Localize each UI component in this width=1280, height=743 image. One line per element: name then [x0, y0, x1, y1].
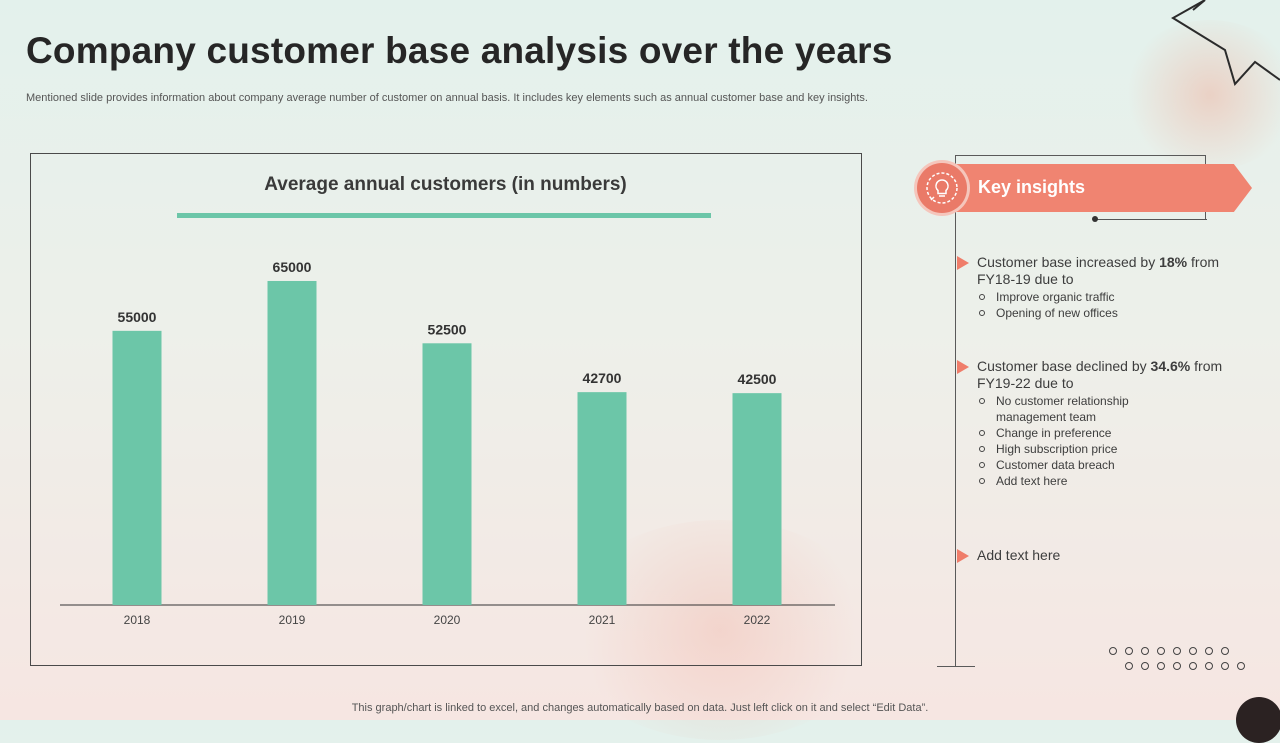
insight-text: Customer base declined by 34.6% from FY1… [977, 358, 1223, 391]
chart-title-underline [177, 213, 711, 218]
x-tick-label: 2018 [124, 613, 151, 627]
insight-text: Add text here [977, 547, 1061, 563]
bar-value-label: 42500 [738, 371, 777, 387]
panel-border-top [955, 155, 1205, 156]
x-tick-label: 2019 [279, 613, 306, 627]
decor-dot-row [1109, 647, 1229, 655]
bar-value-label: 52500 [428, 321, 467, 337]
list-item: Change in preference [977, 425, 1257, 441]
banner-corner-line [1205, 155, 1206, 165]
decor-dot-row [1125, 662, 1245, 670]
x-tick-label: 2020 [434, 613, 461, 627]
triangle-arrow-icon [957, 549, 969, 563]
list-item: Improve organic traffic [977, 289, 1257, 305]
panel-border-bottom [937, 666, 975, 667]
triangle-arrow-icon [957, 256, 969, 270]
list-item: Customer data breach [977, 457, 1257, 473]
chart-title: Average annual customers (in numbers) [264, 174, 627, 195]
bar-2020[interactable] [422, 343, 472, 605]
insight-item: Customer base declined by 34.6% from FY1… [957, 358, 1257, 489]
banner-corner-line [1205, 211, 1206, 220]
insight-text: Customer base increased by 18% from FY18… [977, 254, 1220, 287]
list-item: No customer relationship management team [977, 393, 1146, 425]
list-item: Opening of new offices [977, 305, 1257, 321]
insight-item: Add text here [957, 547, 1257, 564]
footer-note: This graph/chart is linked to excel, and… [351, 702, 929, 714]
list-item: High subscription price [977, 441, 1257, 457]
bar-value-label: 65000 [273, 259, 312, 275]
page-title: Company customer base analysis over the … [26, 30, 893, 71]
chart-frame[interactable] [30, 153, 862, 666]
panel-border-left [955, 155, 956, 667]
star-outline-icon [1171, 0, 1280, 86]
insight-bullets: Improve organic traffic Opening of new o… [977, 289, 1257, 321]
triangle-arrow-icon [957, 360, 969, 374]
banner-underline [1095, 219, 1207, 220]
bar-value-label: 55000 [118, 309, 157, 325]
x-tick-label: 2021 [589, 613, 616, 627]
bar-2022[interactable] [732, 393, 782, 605]
bar-2021[interactable] [577, 392, 627, 605]
bar-value-label: 42700 [583, 370, 622, 386]
bar-2019[interactable] [267, 280, 317, 605]
insight-bullets: No customer relationship management team… [977, 393, 1257, 489]
page-subtitle: Mentioned slide provides information abo… [26, 92, 868, 104]
bar-chart[interactable]: 55000 2018 65000 2019 52500 2020 42700 2021 4250… [0, 0, 1280, 720]
key-insights-heading: Key insights [978, 177, 1086, 197]
insight-item: Customer base increased by 18% from FY18… [957, 254, 1257, 321]
banner-dot [1092, 216, 1098, 222]
lightbulb-gear-icon [917, 163, 967, 213]
bar-2018[interactable] [112, 330, 162, 605]
x-tick-label: 2022 [744, 613, 771, 627]
list-item: Add text here [977, 473, 1257, 489]
key-insights-banner [950, 164, 1252, 212]
